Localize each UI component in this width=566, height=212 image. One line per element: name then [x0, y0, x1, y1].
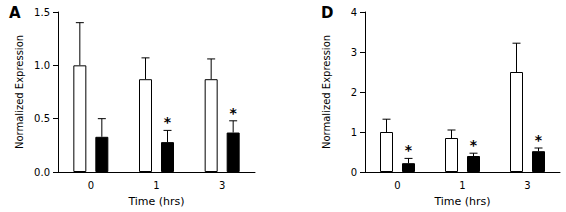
svg-text:Time (hrs): Time (hrs) — [433, 195, 490, 208]
svg-text:1: 1 — [351, 127, 357, 138]
svg-text:0.0: 0.0 — [34, 167, 50, 178]
svg-text:0: 0 — [394, 180, 400, 191]
svg-text:0: 0 — [88, 180, 94, 191]
svg-text:Normalized Expression: Normalized Expression — [14, 35, 25, 149]
svg-text:1: 1 — [153, 180, 159, 191]
svg-text:1: 1 — [459, 180, 465, 191]
svg-text:*: * — [535, 132, 543, 148]
svg-text:3: 3 — [351, 47, 357, 58]
svg-text:2: 2 — [351, 87, 357, 98]
svg-text:*: * — [405, 142, 413, 158]
svg-text:0: 0 — [351, 167, 357, 178]
svg-text:1.0: 1.0 — [34, 60, 50, 71]
svg-text:D: D — [321, 4, 333, 22]
svg-text:3: 3 — [524, 180, 530, 191]
svg-text:0.5: 0.5 — [34, 113, 50, 124]
svg-text:Time (hrs): Time (hrs) — [127, 195, 184, 208]
svg-text:Normalized Expression: Normalized Expression — [321, 35, 332, 149]
svg-text:3: 3 — [219, 180, 225, 191]
svg-text:*: * — [164, 114, 172, 130]
svg-text:4: 4 — [351, 7, 357, 18]
svg-text:1.5: 1.5 — [34, 7, 50, 18]
svg-text:A: A — [9, 4, 21, 22]
svg-text:*: * — [230, 105, 238, 121]
svg-text:*: * — [470, 137, 478, 153]
